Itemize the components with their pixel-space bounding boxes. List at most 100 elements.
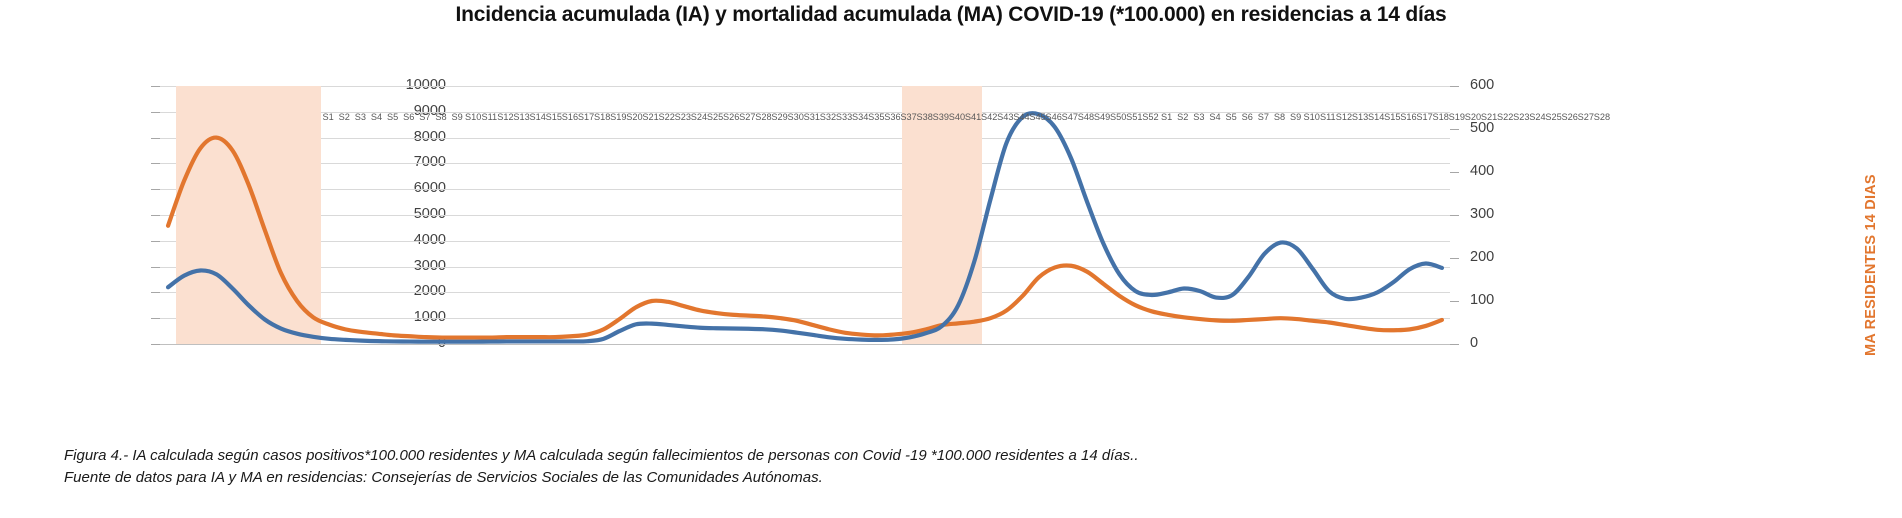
x-axis-tick-label: S51 xyxy=(1126,112,1143,122)
x-axis-tick-label: S10 xyxy=(465,112,482,122)
x-axis-tick-label: S22 xyxy=(658,112,675,122)
right-axis-tick-mark xyxy=(1450,344,1459,345)
x-axis-tick-label: S27 xyxy=(1577,112,1594,122)
x-axis-tick-label: S32 xyxy=(819,112,837,122)
left-axis-tick-label: 3000 xyxy=(413,257,446,274)
right-axis-tick-mark xyxy=(1450,258,1459,259)
left-axis-tick-label: 7000 xyxy=(413,154,446,171)
x-axis-tick-label: S4 xyxy=(370,112,383,122)
x-axis-tick-label: S40 xyxy=(948,112,966,122)
right-axis-tick-mark xyxy=(1450,129,1459,130)
left-axis-tick-mark xyxy=(151,240,160,242)
right-axis-tick-label: 500 xyxy=(1470,120,1495,136)
left-axis-tick-label: 1000 xyxy=(413,309,446,326)
x-axis-tick-label: S3 xyxy=(354,112,366,122)
x-axis-tick-label: S4 xyxy=(1209,112,1221,122)
x-axis-tick-label: S14 xyxy=(529,112,546,122)
x-axis-tick-label: S21 xyxy=(1480,112,1498,122)
x-axis-tick-label: S11 xyxy=(481,112,498,122)
x-axis-tick-label: S17 xyxy=(1416,112,1433,122)
caption-line-2: Fuente de datos para IA y MA en residenc… xyxy=(64,469,823,486)
x-axis-tick-label: S39 xyxy=(932,112,949,122)
x-axis-tick-label: S41 xyxy=(964,112,982,122)
x-axis-tick-label: S34 xyxy=(852,112,869,122)
x-axis-tick-label: S31 xyxy=(803,112,820,122)
x-axis-tick-label: S26 xyxy=(723,112,740,122)
x-axis-tick-label: S15 xyxy=(1384,112,1401,122)
right-axis-tick-label: 600 xyxy=(1470,77,1495,93)
ma-residentes-line xyxy=(168,138,1442,338)
x-axis-tick-label: S46 xyxy=(1045,112,1062,122)
x-axis-tick-label: S13 xyxy=(513,112,530,122)
left-axis-tick-label: 6000 xyxy=(413,180,446,197)
x-axis-tick-label: S9 xyxy=(451,112,463,122)
gridline xyxy=(160,86,1450,87)
right-axis-tick-label: 200 xyxy=(1470,249,1495,265)
x-axis-tick-label: S25 xyxy=(706,112,724,122)
x-axis-tick-label: S16 xyxy=(1400,112,1417,122)
x-axis-tick-label: S42 xyxy=(981,112,998,122)
left-axis-tick-mark xyxy=(151,344,160,345)
left-axis-tick-label: 8000 xyxy=(413,128,446,145)
left-axis-tick-label: 2000 xyxy=(413,283,446,300)
x-axis-tick-label: S22 xyxy=(1497,112,1514,122)
chart-container: IA RESIDENTES 14 DIAS MA RESIDENTES 14 D… xyxy=(0,44,1902,374)
gridline xyxy=(160,240,1450,242)
gridline xyxy=(160,189,1450,191)
x-axis-tick-label: S20 xyxy=(626,112,643,122)
x-axis-tick-label: S28 xyxy=(755,112,772,122)
x-axis-tick-label: S7 xyxy=(419,112,431,122)
x-axis-tick-label: S19 xyxy=(1448,112,1465,122)
x-axis-tick-label: S43 xyxy=(997,112,1014,122)
x-axis-tick-label: S17 xyxy=(577,112,595,122)
gridline xyxy=(160,137,1450,139)
x-axis-tick-label: S21 xyxy=(642,112,659,122)
x-axis-tick-label: S6 xyxy=(403,112,415,122)
right-axis-title: MA RESIDENTES 14 DIAS xyxy=(1863,174,1879,356)
x-axis-tick-label: S1 xyxy=(1160,112,1173,122)
x-axis-tick-label: S23 xyxy=(1513,112,1530,122)
left-axis-tick-mark xyxy=(151,137,160,139)
x-axis-tick-label: S12 xyxy=(1335,112,1353,122)
x-axis-tick-label: S47 xyxy=(1061,112,1078,122)
x-axis-tick-label: S3 xyxy=(1193,112,1205,122)
x-axis-tick-label: S49 xyxy=(1093,112,1111,122)
gridline xyxy=(160,111,1450,113)
plot-area: S1 S2 S3 S4 S5 S6 S7 S8 S9 S10 S11 S12 S13 S14 S15 S16 S… xyxy=(160,86,1610,345)
x-axis-tick-label: S28 xyxy=(1593,112,1611,122)
x-axis-tick-label: S33 xyxy=(835,112,853,122)
page-title: Incidencia acumulada (IA) y mortalidad a… xyxy=(455,3,1447,26)
left-axis-tick-mark xyxy=(151,292,160,294)
left-axis-tick-mark xyxy=(151,266,160,268)
figure-caption: Figura 4.- IA calculada según casos posi… xyxy=(64,445,1664,489)
x-axis-tick-label: S24 xyxy=(1529,112,1546,122)
x-axis-tick-label: S50 xyxy=(1110,112,1127,122)
left-axis-tick-label: 5000 xyxy=(413,206,446,222)
x-axis-tick-label: S16 xyxy=(561,112,579,122)
left-axis-tick-mark xyxy=(151,215,160,216)
right-axis-tick-label: 400 xyxy=(1470,163,1495,179)
right-axis-tick-mark xyxy=(1450,172,1459,173)
x-axis-tick-label: S8 xyxy=(1273,112,1286,122)
x-axis-tick-label: S24 xyxy=(690,112,708,122)
x-axis-tick-label: S6 xyxy=(1241,112,1253,122)
right-axis-tick-mark xyxy=(1450,301,1459,302)
gridlines xyxy=(160,86,1450,345)
right-axis-tick-label: 0 xyxy=(1470,335,1479,351)
gridline xyxy=(160,215,1450,216)
x-axis-tick-label: S29 xyxy=(771,112,788,122)
x-axis-tick-label: S52 xyxy=(1142,112,1159,122)
left-axis-tick-label: 9000 xyxy=(413,102,446,119)
x-axis-tick-label: S11 xyxy=(1319,112,1336,122)
left-axis-tick-mark xyxy=(151,163,160,165)
x-axis-tick-label: S23 xyxy=(674,112,691,122)
right-axis-tick-label: 300 xyxy=(1470,206,1495,222)
left-axis-tick-mark xyxy=(151,86,160,87)
right-axis-tick-mark xyxy=(1450,86,1459,87)
left-axis-tick-label: 4000 xyxy=(413,231,446,248)
ia-residentes-line xyxy=(168,113,1442,342)
x-axis-tick-label: S38 xyxy=(916,112,933,122)
gridline xyxy=(160,292,1450,294)
caption-line-1: Figura 4.- IA calculada según casos posi… xyxy=(64,447,1139,464)
x-axis-tick-label: S9 xyxy=(1289,112,1302,122)
